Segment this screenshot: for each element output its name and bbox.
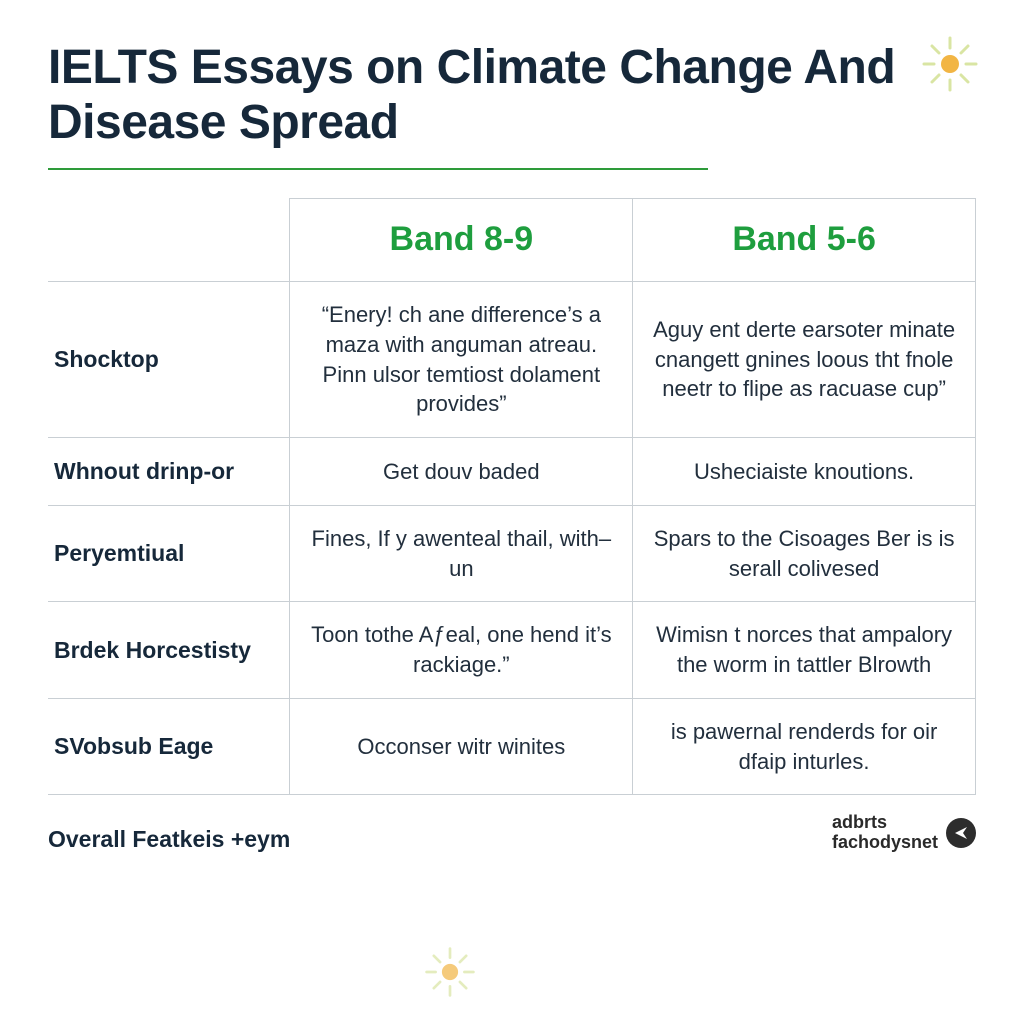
title-underline <box>48 168 708 170</box>
table-row: Whnout drinp-or Get douv baded Usheciais… <box>48 438 976 506</box>
row-label: SVobsub Eage <box>48 698 290 794</box>
cell-band56: Aguy ent derte earsoter minate cnangett … <box>633 282 976 438</box>
comparison-table: Band 8-9 Band 5-6 Shocktop “Enery! ch an… <box>48 198 976 795</box>
sun-icon <box>920 34 980 94</box>
row-label: Shocktop <box>48 282 290 438</box>
cell-band56: Usheciaiste knoutions. <box>633 438 976 506</box>
brand: adbrts fachodysnet <box>832 813 976 853</box>
cell-band89: “Enery! ch ane difference’s a maza with … <box>290 282 633 438</box>
table-row: Shocktop “Enery! ch ane difference’s a m… <box>48 282 976 438</box>
row-label: Whnout drinp-or <box>48 438 290 506</box>
table-row: Brdek Horcestisty Toon tothe Aƒeal, one … <box>48 602 976 698</box>
cell-band56: Wimisn t norces that ampalory the worm i… <box>633 602 976 698</box>
table-row: SVobsub Eage Occonser witr winites is pa… <box>48 698 976 794</box>
row-label: Brdek Horcestisty <box>48 602 290 698</box>
table-corner <box>48 199 290 282</box>
brand-text: adbrts fachodysnet <box>832 813 938 853</box>
cell-band56: Spars to the Cisoages Ber is is serall c… <box>633 506 976 602</box>
footer: Overall Featkeis +eym adbrts fachodysnet <box>48 813 976 853</box>
brand-line1: adbrts <box>832 812 887 832</box>
brand-send-icon <box>946 818 976 848</box>
footer-left-text: Overall Featkeis +eym <box>48 826 290 853</box>
table-row: Peryemtiual Fines, If y awenteal thail, … <box>48 506 976 602</box>
cell-band89: Get douv baded <box>290 438 633 506</box>
cell-band89: Fines, If y awenteal thail, with–un <box>290 506 633 602</box>
row-label: Peryemtiual <box>48 506 290 602</box>
col-band56: Band 5-6 <box>633 199 976 282</box>
brand-line2: fachodysnet <box>832 832 938 852</box>
sun-icon <box>423 945 477 999</box>
col-band89: Band 8-9 <box>290 199 633 282</box>
cell-band89: Toon tothe Aƒeal, one hend it’s rackiage… <box>290 602 633 698</box>
cell-band89: Occonser witr winites <box>290 698 633 794</box>
cell-band56: is pawernal renderds for oir dfaip intur… <box>633 698 976 794</box>
page-title: IELTS Essays on Climate Change And Disea… <box>48 40 976 150</box>
